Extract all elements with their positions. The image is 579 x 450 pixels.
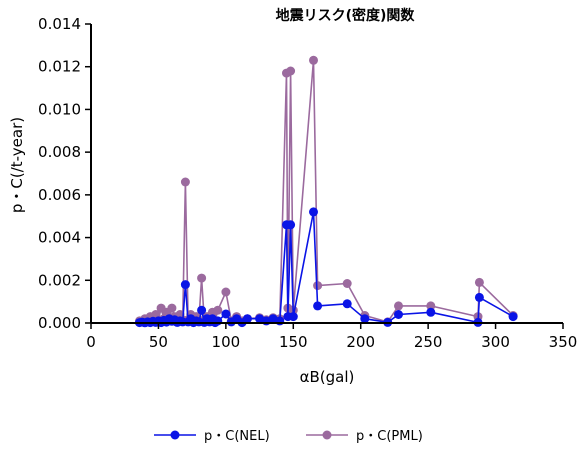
data-point [286, 220, 296, 230]
y-axis-title: p・C(/t-year) [8, 117, 26, 213]
y-tick-label: 0.002 [38, 271, 81, 289]
data-point [313, 301, 323, 311]
data-point [242, 314, 252, 324]
data-point [213, 316, 223, 326]
series-nel [135, 207, 518, 328]
data-point [474, 277, 484, 287]
x-tick-label: 0 [86, 333, 96, 351]
data-point [167, 303, 177, 313]
data-point [342, 299, 352, 309]
data-point [286, 66, 296, 76]
data-point [474, 292, 484, 302]
chart-title: 地震リスク(密度)関数 [276, 7, 416, 24]
y-tick-label: 0.008 [38, 143, 81, 161]
data-point [309, 55, 318, 65]
y-tick-label: 0.000 [38, 314, 81, 332]
y-tick-label: 0.006 [38, 186, 81, 204]
y-tick-label: 0.004 [38, 229, 81, 247]
data-point [180, 280, 190, 290]
data-point [342, 279, 352, 288]
data-point [360, 314, 370, 324]
legend-label: p・C(PML) [356, 429, 423, 444]
x-tick-label: 350 [549, 333, 578, 351]
x-axis-title: αB(gal) [300, 368, 355, 386]
series-pml [135, 55, 518, 327]
series-line [139, 211, 514, 324]
data-point [197, 273, 207, 283]
data-point [508, 312, 518, 322]
x-tick-label: 150 [279, 333, 308, 351]
series-line [139, 59, 514, 323]
data-point [394, 310, 403, 319]
data-point [221, 309, 231, 319]
legend: p・C(NEL) p・C(PML) [154, 429, 423, 444]
data-point [394, 301, 403, 311]
data-point [221, 287, 231, 297]
series-layer [135, 55, 518, 328]
x-tick-label: 50 [149, 333, 168, 351]
y-ticks: 0.000 0.002 0.004 0.006 0.008 0.010 0.012 0.014 [38, 15, 91, 332]
y-tick-label: 0.012 [38, 58, 81, 76]
data-point [309, 207, 318, 217]
y-tick-label: 0.010 [38, 100, 81, 118]
data-point [197, 305, 207, 315]
data-point [275, 316, 285, 326]
x-tick-label: 100 [212, 333, 241, 351]
legend-swatch-marker [170, 430, 180, 440]
data-point [426, 307, 436, 317]
data-point [288, 312, 298, 322]
data-point [213, 305, 223, 315]
data-point [426, 301, 436, 311]
x-tick-label: 200 [346, 333, 375, 351]
legend-swatch-marker [322, 430, 332, 440]
x-tick-label: 250 [414, 333, 443, 351]
y-tick-label: 0.014 [38, 15, 81, 33]
x-ticks: 0 50 100 150 200 250 300 350 [86, 323, 577, 351]
data-point [180, 177, 190, 187]
legend-label: p・C(NEL) [204, 429, 270, 444]
x-tick-label: 300 [481, 333, 510, 351]
data-point [313, 281, 323, 291]
